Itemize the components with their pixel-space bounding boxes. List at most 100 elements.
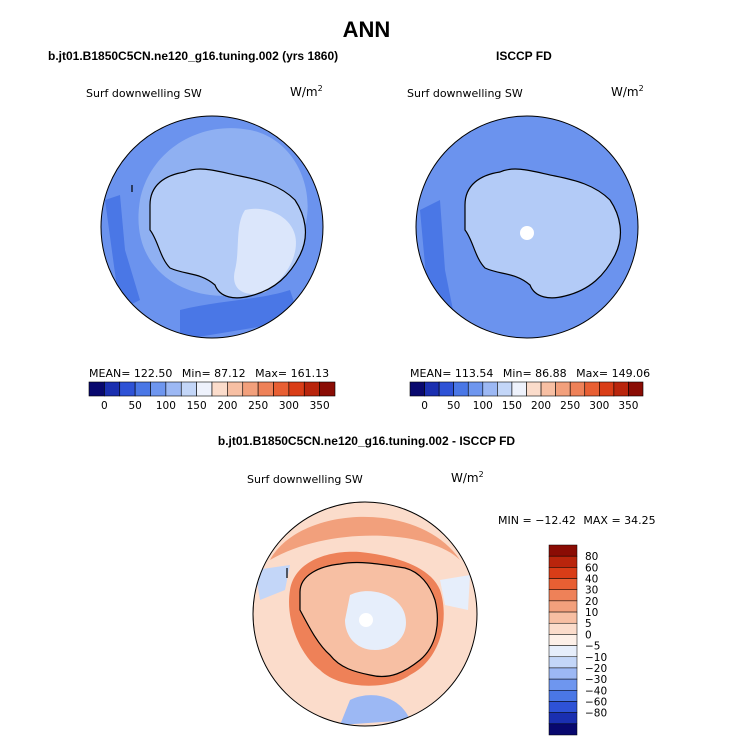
- panel3-colorbar-tick-label: 0: [585, 629, 592, 641]
- panel2-max-value: 149.06: [611, 367, 651, 380]
- panel1-colorbar-swatch: [150, 381, 167, 397]
- panel2-colorbar-tick-label: 0: [421, 400, 428, 412]
- panel3-colorbar-tick-label: −40: [585, 685, 607, 697]
- panel1-colorbar-swatch: [288, 381, 305, 397]
- panel1-colorbar-tick-label: 0: [101, 400, 108, 412]
- panel2-pole-hole: [520, 226, 534, 240]
- panel2-colorbar-tick-label: 150: [502, 400, 522, 412]
- panel1-band-west: [105, 195, 140, 310]
- panel1-colorbar-tick-label: 350: [310, 400, 330, 412]
- panel1-max-value: 161.13: [290, 367, 330, 380]
- panel1-colorbar-swatch: [257, 381, 274, 397]
- panel2-colorbar-tick-label: 300: [589, 400, 609, 412]
- panel2-colorbar-swatch: [438, 381, 454, 397]
- figure-title: ANN: [342, 17, 391, 42]
- panel2-colorbar-swatch: [482, 381, 498, 397]
- panel2-border: [415, 115, 639, 339]
- panel2-colorbar-tick-label: 250: [560, 400, 580, 412]
- panel3-colorbar-swatch: [548, 622, 578, 635]
- panel3-colorbar-tick-label: −20: [585, 663, 607, 675]
- panel3-colorbar-tick-label: 60: [585, 562, 598, 574]
- panel3-max-value: 34.25: [624, 514, 656, 527]
- panel1-colorbar-tick-label: 150: [187, 400, 207, 412]
- panel3-negative-patch-3: [440, 575, 470, 610]
- panel3-colorbar-swatch: [548, 656, 578, 669]
- panel3-colorbar-tick-label: −60: [585, 696, 607, 708]
- panel1-colorbar-swatch: [242, 381, 259, 397]
- panel3-colorbar-swatch: [548, 600, 578, 613]
- panel2-title: ISCCP FD: [496, 49, 552, 63]
- panel1-coastline: [131, 168, 307, 299]
- panel3-max-label: MAX =: [583, 514, 621, 527]
- panel2-colorbar-swatch: [540, 381, 556, 397]
- panel3-colorbar-swatch: [548, 634, 578, 646]
- panel3-colorbar-swatch: [548, 578, 578, 590]
- panel2-variable: Surf downwelling SW: [407, 87, 523, 100]
- panel1-colorbar-tick-label: 250: [248, 400, 268, 412]
- panel1-colorbar-tick-label: 50: [128, 400, 141, 412]
- panel3-colorbar-tick-label: −30: [585, 674, 607, 686]
- panel2-colorbar-tick-label: 100: [473, 400, 493, 412]
- panel2-colorbar-swatch: [497, 381, 513, 397]
- panel2-colorbar: 0 50 100 150 200 250 300 350: [409, 381, 644, 412]
- panel2-mean-label: MEAN=: [410, 367, 452, 380]
- panel1-colorbar-swatch: [104, 381, 121, 397]
- panel1-colorbar-swatch: [227, 381, 244, 397]
- panel1-variable: Surf downwelling SW: [86, 87, 202, 100]
- panel1-band-south: [180, 290, 300, 338]
- panel2-colorbar-tick-label: 50: [447, 400, 460, 412]
- panel3-colorbar-swatch: [548, 723, 578, 736]
- panel1-colorbar-swatch: [88, 381, 105, 397]
- panel3-pole-hole: [359, 613, 373, 627]
- panel1-colorbar-swatch: [303, 381, 320, 397]
- panel2-colorbar-swatch: [467, 381, 484, 397]
- panel1-min-label: Min=: [181, 367, 211, 380]
- panel3-negative-patch-2: [340, 695, 410, 725]
- panel2-colorbar-swatch: [628, 381, 644, 397]
- panel1-colorbar-swatch: [134, 381, 151, 397]
- panel3-northern-band: [270, 516, 460, 560]
- panel3-colorbar-swatch: [548, 645, 578, 658]
- panel2-colorbar-tick-label: 200: [531, 400, 551, 412]
- panel1-colorbar-tick-label: 100: [156, 400, 176, 412]
- panel3-colorbar-swatch: [548, 690, 578, 702]
- panel2-units: W/m2: [611, 84, 644, 99]
- panel3-colorbar-swatch: [548, 678, 578, 691]
- panel3-coastline: [286, 561, 438, 678]
- panel1-units: W/m2: [290, 84, 323, 99]
- panel3-colorbar-swatch: [548, 544, 578, 557]
- panel3-colorbar-tick-label: 80: [585, 551, 598, 563]
- panel2-map: [416, 116, 638, 338]
- panel3-colorbar-swatch: [548, 555, 578, 568]
- panel3-units: W/m2: [451, 470, 484, 485]
- panel2-colorbar-swatch: [599, 381, 615, 397]
- panel1-title: b.jt01.B1850C5CN.ne120_g16.tuning.002 (y…: [48, 49, 339, 63]
- panel2-antarctica: [465, 169, 621, 298]
- panel2-colorbar-swatch: [511, 381, 527, 397]
- panel1-border: [100, 115, 324, 339]
- panel2-colorbar-swatch: [424, 381, 440, 397]
- panel3-map: [253, 502, 477, 726]
- panel1-colorbar-swatch: [165, 381, 182, 397]
- panel1-mean-value: 122.50: [133, 367, 173, 380]
- panel1-mean-label: MEAN=: [89, 367, 131, 380]
- panel1-east-plateau: [234, 208, 296, 294]
- panel2-colorbar-swatch: [526, 381, 542, 397]
- panel2-mean-value: 113.54: [454, 367, 494, 380]
- panel3-colorbar-tick-label: −5: [585, 641, 600, 653]
- panel3-title: b.jt01.B1850C5CN.ne120_g16.tuning.002 - …: [217, 434, 516, 448]
- panel1-colorbar-swatch: [273, 381, 290, 397]
- panel3-colorbar-tick-label: −80: [585, 708, 607, 720]
- panel3-colorbar-tick-label: 30: [585, 585, 598, 597]
- panel3-variable: Surf downwelling SW: [247, 473, 363, 486]
- panel3-colorbar-swatch: [548, 611, 578, 624]
- panel3-min-value: −12.42: [535, 514, 576, 527]
- panel1-colorbar-swatch: [211, 381, 228, 397]
- panel3-colorbar-tick-label: −10: [585, 652, 607, 664]
- panel2-max-label: Max=: [576, 367, 609, 380]
- panel2-min-value: 86.88: [535, 367, 567, 380]
- panel1-map: [101, 116, 323, 338]
- panel1-colorbar-swatch: [196, 381, 213, 397]
